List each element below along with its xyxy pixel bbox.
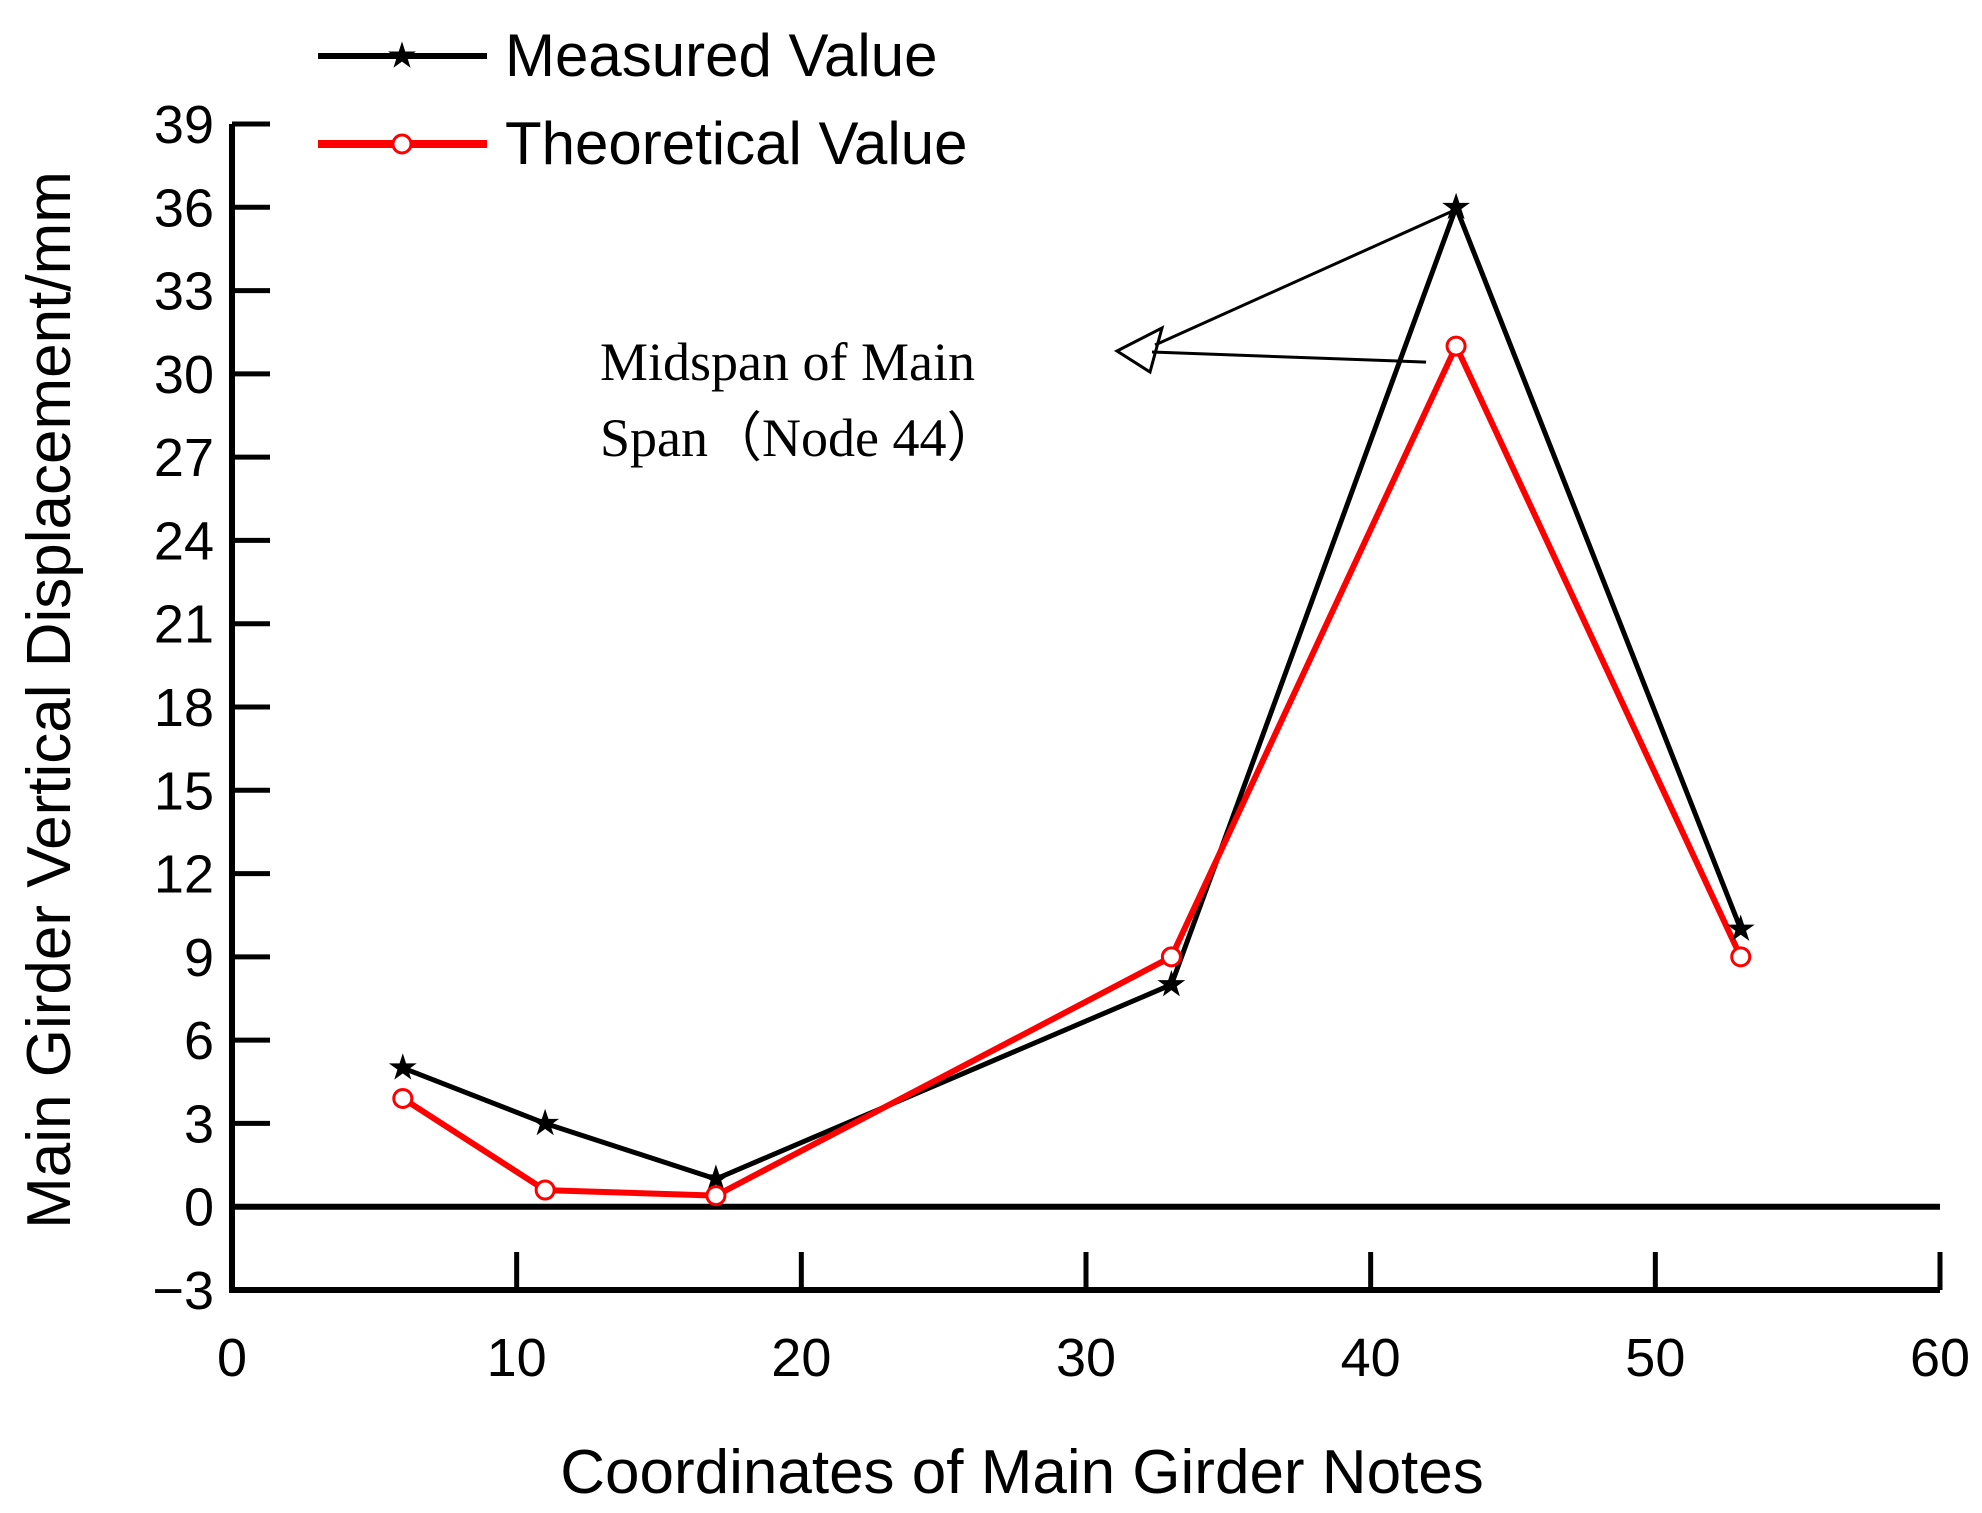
chart-marks [388, 192, 1755, 1207]
data-point-theoretical [705, 1185, 727, 1207]
data-point-theoretical [392, 1087, 414, 1109]
annotation-leader-line [1151, 350, 1427, 364]
y-tick-label: 15 [154, 761, 214, 821]
x-tick-label: 30 [1056, 1328, 1116, 1388]
annotation-text: Midspan of Main [600, 332, 975, 392]
data-point-measured [388, 1053, 417, 1080]
y-tick-label: 30 [154, 345, 214, 405]
y-tick-label: 9 [184, 928, 214, 988]
legend-label-theoretical: Theoretical Value [505, 110, 967, 177]
y-tick-label: 0 [184, 1178, 214, 1238]
x-tick-label: 60 [1910, 1328, 1970, 1388]
y-tick-label: 27 [154, 428, 214, 488]
legend-marker-measured [388, 41, 416, 68]
y-tick-label: 21 [154, 595, 214, 655]
y-axis-title: Main Girder Vertical Displacement/mm [15, 171, 84, 1229]
y-tick-label: 3 [184, 1094, 214, 1154]
x-tick-label: 10 [487, 1328, 547, 1388]
y-tick-label: 6 [184, 1011, 214, 1071]
data-point-theoretical [1160, 946, 1182, 968]
annotation: Midspan of Main Span（Node 44） [600, 209, 1453, 468]
legend-marker-theoretical [391, 133, 413, 155]
y-tick-label: 33 [154, 262, 214, 322]
data-point-theoretical [1730, 946, 1752, 968]
y-tick-label: 39 [154, 95, 214, 155]
y-tick-label: 18 [154, 678, 214, 738]
x-tick-label: 40 [1341, 1328, 1401, 1388]
data-point-theoretical [1445, 335, 1467, 357]
data-point-measured [531, 1108, 560, 1136]
annotation-text: Span（Node 44） [600, 408, 1000, 468]
legend: Measured Value Theoretical Value [318, 22, 967, 177]
data-point-measured [1726, 914, 1755, 941]
annotation-leader-line [1154, 209, 1453, 347]
series-line-theoretical [401, 343, 1744, 1199]
y-tick-label: 24 [154, 511, 214, 571]
data-point-measured [1157, 969, 1186, 997]
legend-label-measured: Measured Value [505, 22, 937, 89]
series-line-measured [401, 204, 1744, 1182]
data-point-measured [702, 1164, 730, 1191]
x-tick-label: 50 [1625, 1328, 1685, 1388]
x-tick-label: 0 [217, 1328, 247, 1388]
y-tick-label: 12 [154, 845, 214, 905]
y-tick-label: 36 [154, 178, 214, 238]
x-tick-label: 20 [771, 1328, 831, 1388]
y-tick-label: −3 [152, 1261, 214, 1321]
annotation-arrowhead [1113, 325, 1165, 375]
data-point-theoretical [534, 1179, 556, 1201]
data-point-measured [1442, 192, 1470, 220]
x-axis-title: Coordinates of Main Girder Notes [560, 1438, 1484, 1507]
